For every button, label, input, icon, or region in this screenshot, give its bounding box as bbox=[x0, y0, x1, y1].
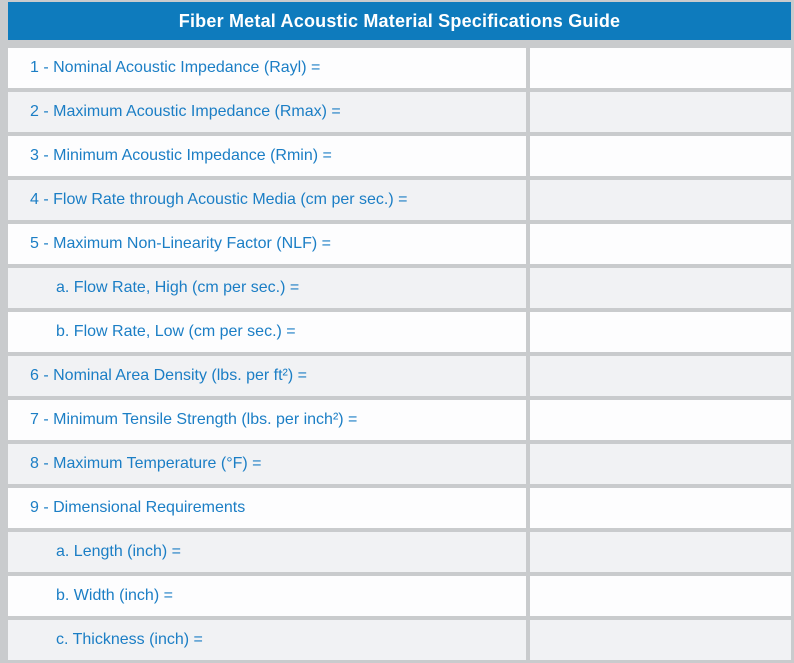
spec-label: 1 - Nominal Acoustic Impedance (Rayl) = bbox=[8, 48, 526, 88]
spec-value-field[interactable] bbox=[530, 180, 791, 220]
spec-value-field[interactable] bbox=[530, 356, 791, 396]
spec-label: 3 - Minimum Acoustic Impedance (Rmin) = bbox=[8, 136, 526, 176]
spec-sublabel: b. Flow Rate, Low (cm per sec.) = bbox=[8, 312, 526, 352]
page-title: Fiber Metal Acoustic Material Specificat… bbox=[178, 10, 621, 31]
spec-label: 5 - Maximum Non-Linearity Factor (NLF) = bbox=[8, 224, 526, 264]
page-title-bar: Fiber Metal Acoustic Material Specificat… bbox=[8, 2, 791, 40]
spec-label: 6 - Nominal Area Density (lbs. per ft²) … bbox=[8, 356, 526, 396]
spec-value-field[interactable] bbox=[530, 444, 791, 484]
spec-value-field[interactable] bbox=[530, 48, 791, 88]
spec-label: 8 - Maximum Temperature (°F) = bbox=[8, 444, 526, 484]
spec-sublabel: a. Flow Rate, High (cm per sec.) = bbox=[8, 268, 526, 308]
spec-label: 7 - Minimum Tensile Strength (lbs. per i… bbox=[8, 400, 526, 440]
spec-label: 4 - Flow Rate through Acoustic Media (cm… bbox=[8, 180, 526, 220]
spec-label: 2 - Maximum Acoustic Impedance (Rmax) = bbox=[8, 92, 526, 132]
spec-value-field[interactable] bbox=[530, 136, 791, 176]
spec-value-field[interactable] bbox=[530, 400, 791, 440]
spec-value-field[interactable] bbox=[530, 488, 791, 528]
spec-label: 9 - Dimensional Requirements bbox=[8, 488, 526, 528]
spec-sublabel: a. Length (inch) = bbox=[8, 532, 526, 572]
spec-value-field[interactable] bbox=[530, 620, 791, 660]
spec-value-field[interactable] bbox=[530, 268, 791, 308]
spec-value-field[interactable] bbox=[530, 224, 791, 264]
spec-sublabel: b. Width (inch) = bbox=[8, 576, 526, 616]
spec-value-field[interactable] bbox=[530, 312, 791, 352]
spec-sublabel: c. Thickness (inch) = bbox=[8, 620, 526, 660]
spec-value-field[interactable] bbox=[530, 576, 791, 616]
spec-value-field[interactable] bbox=[530, 532, 791, 572]
spec-table: 1 - Nominal Acoustic Impedance (Rayl) = … bbox=[8, 48, 791, 660]
spec-value-field[interactable] bbox=[530, 92, 791, 132]
